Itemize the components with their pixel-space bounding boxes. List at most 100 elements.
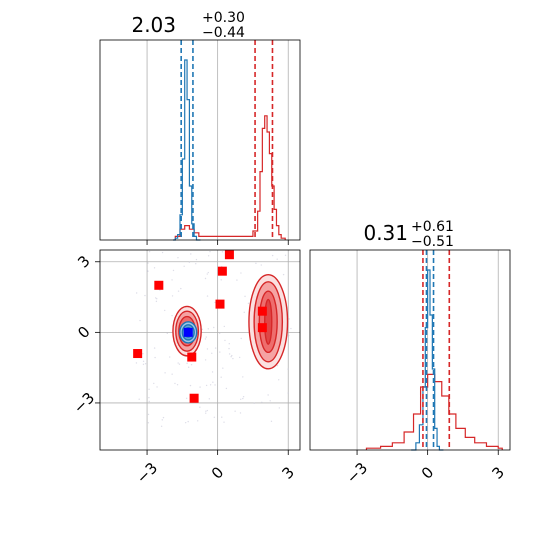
scatter-sample-dot (190, 363, 193, 366)
hist-param2-x-ticks: −3 0 3 (343, 450, 508, 487)
scatter-sample-dot (218, 332, 221, 335)
scatter-sample-dot (242, 397, 244, 400)
hist-param1-frame (99, 39, 301, 241)
contour-reference-right-level-3 (264, 298, 273, 345)
scatter-panel: −3 0 3 −3 0 3 (70, 249, 301, 487)
scatter-sample-dot (222, 367, 224, 369)
scatter-sample-dot (240, 337, 242, 340)
scatter-sample-dot (153, 382, 155, 385)
scatter-sample-dot (144, 294, 146, 297)
scatter-sample-dot (223, 421, 225, 423)
scatter-sample-dot (148, 396, 150, 399)
title-param2-value: 0.31 (363, 221, 408, 245)
reference-marker-5 (257, 323, 267, 333)
hist2-reference-hist (365, 373, 503, 450)
scatter-sample-dot (234, 410, 236, 412)
scatter-sample-dot (228, 347, 230, 350)
scatter-sample-dot (242, 376, 244, 378)
reference-marker-7 (187, 352, 197, 362)
hist-param1-ticks (146, 240, 289, 245)
scatter-sample-dot (139, 319, 141, 322)
scatter-sample-dot (242, 396, 245, 398)
scatter-sample-dot (238, 356, 241, 359)
scatter-sample-dot (147, 422, 150, 424)
scatter-sample-dot (164, 309, 166, 312)
scatter-sample-dot (183, 265, 185, 267)
hist-param1-grid (146, 40, 289, 240)
scatter-sample-dot (211, 352, 213, 354)
scatter-frame (99, 249, 301, 451)
scatter-sample-dot (206, 409, 209, 412)
scatter-sample-dot (135, 362, 138, 364)
scatter-sample-dot (171, 373, 173, 375)
scatter-sample-dot (189, 384, 192, 387)
scatter-sample-dot (231, 354, 233, 357)
scatter-sample-dot (207, 255, 210, 257)
scatter-sample-dot (161, 251, 164, 254)
scatter-sample-dot (142, 360, 145, 363)
scatter-sample-dot (138, 398, 140, 400)
hist-param1-bars (172, 59, 286, 241)
scatter-x-ticks: −3 0 3 (133, 450, 298, 487)
scatter-sample-dot (177, 362, 179, 364)
scatter-sample-dot (205, 336, 207, 338)
scatter-sample-dot (172, 269, 175, 272)
scatter-sample-dot (269, 400, 271, 402)
scatter-sample-dot (282, 273, 285, 276)
scatter-sample-dot (184, 421, 187, 424)
scatter-sample-dot (161, 419, 163, 421)
scatter-sample-dot (267, 394, 269, 396)
scatter-sample-dot (155, 300, 158, 303)
scatter-sample-dot (205, 384, 208, 387)
scatter-sample-dot (255, 262, 257, 265)
scatter-sample-dot (154, 297, 157, 299)
hist-param2-bars (365, 269, 503, 451)
scatter-markers (133, 250, 267, 403)
title-param1: 2.03 (131, 13, 176, 37)
reference-marker-4 (257, 306, 267, 316)
scatter-sample-dot (225, 387, 228, 390)
scatter-sample-dot (221, 416, 223, 418)
hist-param2-frame (309, 249, 511, 451)
scatter-ytick-label-2: 3 (74, 252, 93, 271)
hist2-xtick-label-1: 0 (418, 463, 437, 482)
scatter-sample-dot (220, 376, 222, 378)
scatter-y-ticks: −3 0 3 (70, 252, 100, 417)
reference-marker-3 (215, 299, 225, 309)
scatter-sample-dot (166, 332, 169, 335)
reference-marker-2 (154, 280, 164, 290)
scatter-sample-dot (188, 261, 191, 264)
scatter-sample-dot (290, 327, 292, 330)
scatter-sample-dot (160, 425, 163, 428)
scatter-sample-dot (220, 279, 222, 281)
scatter-sample-dot (206, 348, 209, 350)
scatter-sample-dot (177, 290, 180, 292)
scatter-sample-dot (199, 406, 201, 408)
scatter-sample-dot (180, 287, 182, 290)
scatter-sample-dot (228, 353, 231, 355)
scatter-sample-dot (208, 398, 211, 400)
scatter-sample-dot (169, 356, 171, 358)
scatter-sample-dot (156, 298, 158, 300)
scatter-sample-dot (148, 250, 151, 253)
title-param1-value: 2.03 (131, 13, 176, 37)
scatter-sample-dot (260, 264, 262, 266)
scatter-sample-dot (144, 363, 147, 365)
scatter-sample-dot (214, 347, 217, 349)
scatter-sample-dot (201, 328, 204, 331)
scatter-sample-dot (147, 262, 149, 264)
scatter-sample-dot (176, 384, 179, 386)
scatter-sample-dot (178, 363, 181, 365)
scatter-sample-dot (153, 347, 156, 349)
scatter-sample-dot (221, 251, 224, 253)
scatter-sample-dot (284, 254, 287, 257)
scatter-sample-dot (142, 363, 145, 366)
scatter-sample-dot (148, 400, 150, 403)
scatter-sample-dot (228, 342, 230, 345)
scatter-sample-dot (239, 412, 242, 414)
scatter-sample-dot (277, 379, 280, 381)
hist1-posterior-hist (172, 59, 201, 241)
scatter-sample-dot (171, 295, 174, 297)
scatter-sample-dot (213, 416, 216, 418)
